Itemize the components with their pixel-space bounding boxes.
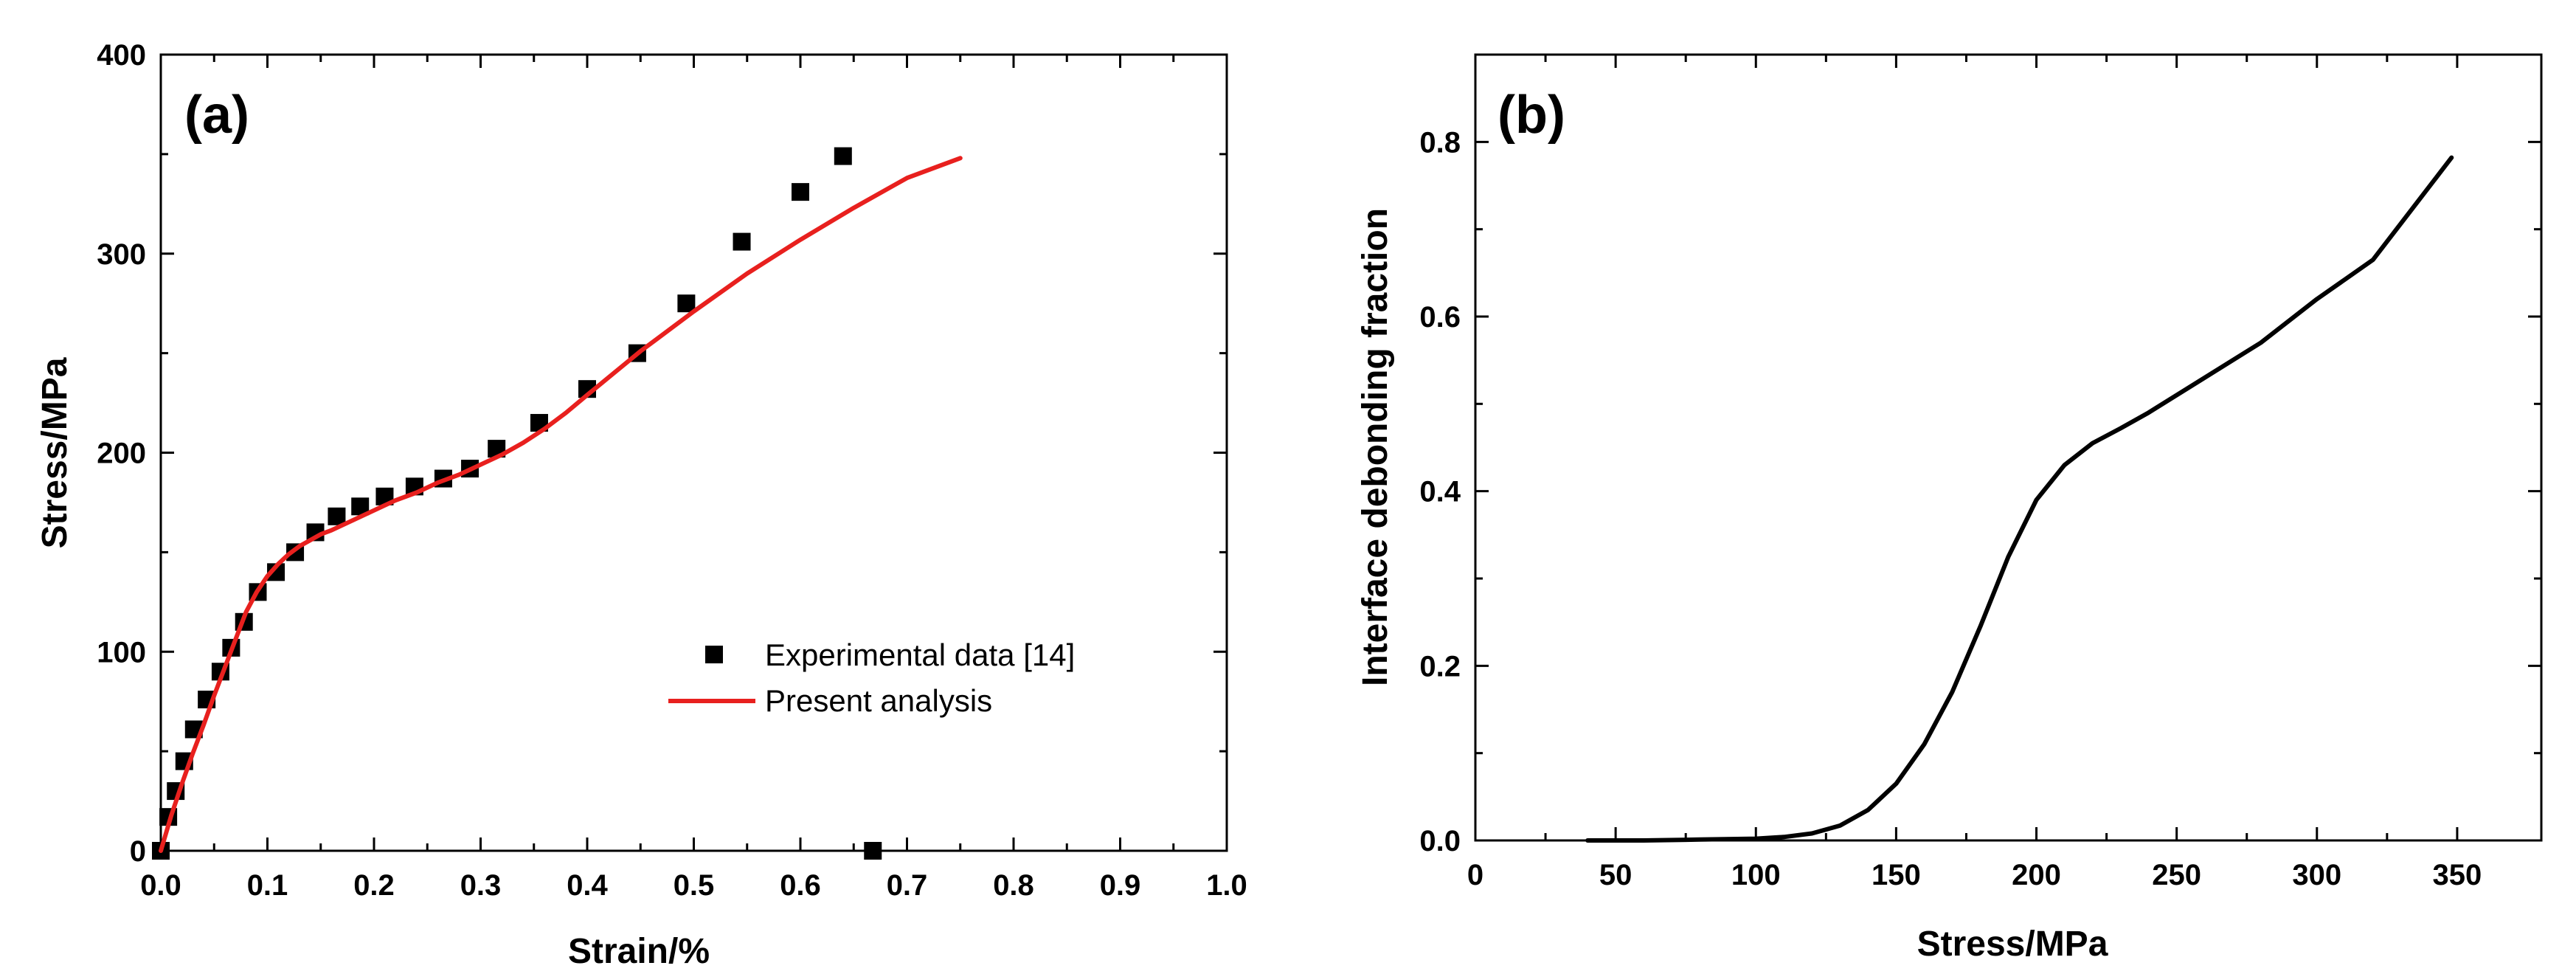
a-series-line bbox=[159, 156, 963, 853]
a-y-tick-label: 0 bbox=[130, 835, 146, 868]
panel-b-series bbox=[1585, 155, 2454, 843]
legend-label-experimental: Experimental data [14] bbox=[765, 638, 1075, 672]
panel-a-legend: Experimental data [14] Present analysis bbox=[668, 638, 1075, 718]
b-x-tick-label: 0 bbox=[1467, 859, 1483, 891]
b-y-tick-label: 0.4 bbox=[1419, 476, 1461, 508]
a-x-tick-label: 0.2 bbox=[353, 869, 395, 902]
panel-a-series bbox=[152, 147, 963, 860]
a-data-point bbox=[677, 294, 696, 313]
a-data-point bbox=[733, 232, 751, 251]
panel-b-x-axis-label: Stress/MPa bbox=[1917, 925, 2108, 964]
a-y-tick-label: 100 bbox=[97, 636, 146, 669]
b-y-tick-label: 0.2 bbox=[1419, 650, 1461, 683]
panel-b-label: (b) bbox=[1498, 86, 1565, 145]
panel-a-y-axis-label: Stress/MPa bbox=[35, 357, 75, 548]
a-x-tick-label: 0.5 bbox=[674, 869, 715, 902]
a-y-tick-label: 300 bbox=[97, 238, 146, 271]
panel-b-y-ticks: 0.0 0.2 0.4 0.6 0.8 bbox=[1419, 126, 2541, 857]
a-data-point bbox=[834, 147, 852, 165]
b-y-tick-label: 0.8 bbox=[1419, 126, 1461, 159]
a-x-tick-label: 0.6 bbox=[780, 869, 821, 902]
a-x-tick-label: 0.7 bbox=[887, 869, 928, 902]
panel-b-x-ticks: 0 50 100 150 200 250 300 350 bbox=[1467, 55, 2482, 891]
panel-b-plot-frame bbox=[1474, 53, 2543, 842]
a-y-tick-label: 400 bbox=[97, 39, 146, 72]
b-x-tick-label: 300 bbox=[2292, 859, 2341, 891]
b-y-tick-label: 0.0 bbox=[1419, 825, 1461, 857]
panel-b-y-axis-label: Interface debonding fraction bbox=[1356, 208, 1395, 686]
b-x-tick-label: 350 bbox=[2433, 859, 2482, 891]
panel-a-plot-frame bbox=[159, 53, 1228, 852]
a-x-tick-label: 0.3 bbox=[460, 869, 502, 902]
b-x-tick-label: 50 bbox=[1599, 859, 1632, 891]
a-x-tick-label: 0.8 bbox=[993, 869, 1034, 902]
a-x-tick-label: 0.0 bbox=[140, 869, 181, 902]
b-series-line bbox=[1585, 155, 2454, 843]
a-x-tick-label: 0.1 bbox=[247, 869, 288, 902]
b-x-tick-label: 250 bbox=[2152, 859, 2201, 891]
a-y-tick-label: 200 bbox=[97, 438, 146, 470]
b-x-tick-label: 100 bbox=[1731, 859, 1781, 891]
a-x-tick-label: 0.4 bbox=[567, 869, 608, 902]
panel-b-debonding-chart: (b) 0.0 0.2 0.4 0.6 0.8 0 50 100 150 200 250 300 35… bbox=[1356, 53, 2543, 964]
panel-a-x-axis-label: Strain/% bbox=[568, 932, 710, 971]
panel-a-y-ticks: 0 100 200 300 400 bbox=[97, 39, 1227, 868]
a-x-tick-label: 1.0 bbox=[1206, 869, 1247, 902]
a-data-point bbox=[864, 842, 882, 860]
a-x-tick-label: 0.9 bbox=[1100, 869, 1141, 902]
b-y-tick-label: 0.6 bbox=[1419, 301, 1461, 334]
a-data-point bbox=[792, 183, 809, 201]
b-x-tick-label: 150 bbox=[1872, 859, 1921, 891]
legend-label-present-analysis: Present analysis bbox=[765, 683, 992, 718]
a-data-point bbox=[328, 507, 346, 525]
legend-marker-experimental bbox=[705, 646, 723, 663]
panel-a-x-ticks: 0.0 0.1 0.2 0.3 0.4 0.5 0.6 0.7 0.8 0.9 1.0 bbox=[140, 55, 1247, 902]
panel-a-label: (a) bbox=[184, 86, 249, 145]
b-x-tick-label: 200 bbox=[2012, 859, 2061, 891]
